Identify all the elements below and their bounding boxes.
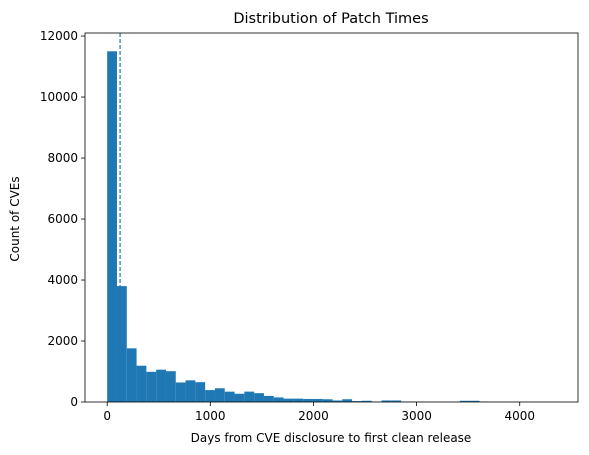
plot-frame [84, 32, 579, 403]
chart-title: Distribution of Patch Times [233, 11, 428, 27]
y-tick-label: 0 [70, 395, 78, 409]
histogram-bar [136, 365, 147, 402]
y-tick-label: 2000 [47, 334, 78, 348]
histogram-bar [195, 382, 206, 402]
x-tick-label: 2000 [298, 409, 329, 423]
y-tick-label: 10000 [40, 90, 78, 104]
x-tick-label: 4000 [504, 409, 535, 423]
x-axis-label: Days from CVE disclosure to first clean … [191, 431, 472, 445]
histogram-bar [342, 399, 353, 402]
histogram-bar [156, 369, 166, 402]
y-tick-label: 8000 [47, 151, 78, 165]
histogram-bar [175, 382, 186, 402]
y-tick-label: 6000 [47, 212, 78, 226]
histogram-bar [224, 391, 235, 402]
y-tick-label: 4000 [47, 273, 78, 287]
histogram-bar [116, 286, 127, 402]
histogram-bar [352, 401, 362, 402]
histogram-bar [185, 380, 196, 402]
histogram-bars [107, 51, 558, 403]
histogram-bar [214, 388, 225, 402]
y-tick-label: 12000 [40, 29, 78, 43]
histogram-bar [303, 398, 313, 402]
histogram-bar [205, 390, 215, 402]
histogram-bar [312, 398, 323, 402]
histogram-bar [283, 398, 294, 402]
histogram-bar [469, 400, 480, 402]
histogram-bar [322, 399, 333, 402]
histogram-bar [391, 400, 402, 402]
histogram-bar [107, 51, 117, 403]
x-tick-label: 3000 [401, 409, 432, 423]
x-tick-label: 1000 [195, 409, 226, 423]
histogram-bar [361, 400, 372, 402]
histogram-bar [381, 400, 392, 402]
histogram-bar [234, 393, 245, 402]
histogram-bar [146, 371, 157, 402]
histogram-bar [254, 393, 264, 402]
x-axis-ticks: 0 1000 2000 3000 4000 [103, 402, 535, 423]
y-axis-label: Count of CVEs [8, 176, 22, 261]
y-axis-ticks: 0 2000 4000 6000 8000 10000 12000 [40, 29, 85, 409]
histogram-bar [332, 400, 343, 402]
histogram-bar [263, 395, 274, 402]
histogram-bar [165, 371, 176, 402]
histogram-bar [459, 400, 470, 402]
histogram-bar [273, 397, 284, 402]
histogram-bar [244, 391, 255, 402]
histogram-bar [126, 348, 137, 402]
histogram-bar [293, 398, 304, 402]
x-tick-label: 0 [103, 409, 111, 423]
